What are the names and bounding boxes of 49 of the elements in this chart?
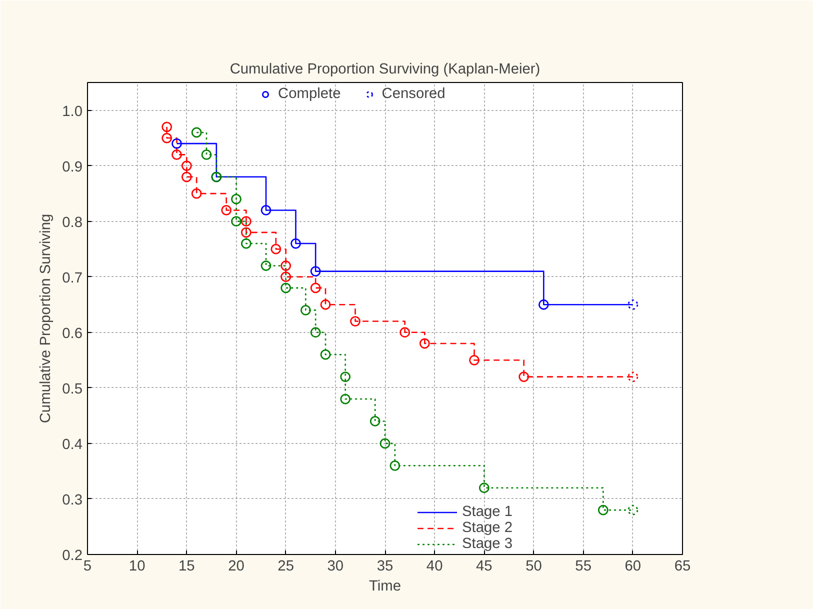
legend-label: Complete (278, 86, 341, 102)
chart-title: Cumulative Proportion Surviving (Kaplan-Meier) (230, 62, 540, 78)
y-tick-label: 0.9 (62, 159, 82, 176)
point (162, 122, 172, 132)
y-tick-label: 0.8 (62, 214, 82, 231)
legend-label: Censored (382, 86, 446, 102)
point (162, 132, 172, 144)
point (191, 188, 202, 199)
x-tick-label: 20 (228, 558, 244, 574)
point (280, 260, 292, 271)
y-tick-label: 0.2 (62, 548, 82, 564)
y-tick-label: 0.4 (62, 436, 82, 453)
x-tick-label: 60 (624, 558, 642, 574)
point (469, 354, 480, 366)
point (350, 316, 360, 326)
y-tick-label: 0.7 (62, 270, 82, 286)
point (240, 216, 252, 227)
point (320, 299, 331, 310)
point (270, 244, 282, 254)
legend-label: Stage 1 (462, 504, 513, 520)
x-tick-label: 15 (178, 558, 195, 574)
y-axis-title: Cumulative Proportion Surviving (38, 214, 54, 424)
x-tick-label: 45 (476, 558, 492, 574)
x-tick-label: 55 (575, 558, 592, 574)
point (172, 149, 182, 160)
point (240, 227, 252, 238)
x-tick-label: 40 (426, 558, 443, 574)
point (310, 282, 321, 294)
x-axis-title: Time (368, 578, 402, 594)
legend-label: Stage 3 (462, 536, 513, 552)
y-tick-label: 0.3 (62, 492, 82, 508)
y-tick-label: 1.0 (62, 104, 82, 120)
x-tick-label: 25 (278, 558, 294, 574)
point (181, 160, 192, 171)
point (518, 372, 530, 382)
x-tick-label: 5 (83, 558, 92, 574)
y-tick-label: 0.5 (62, 381, 82, 398)
legend-label: Stage 2 (462, 520, 513, 536)
x-tick-label: 35 (376, 558, 394, 574)
x-tick-label: 10 (128, 558, 146, 574)
point (419, 338, 430, 349)
point (221, 205, 232, 216)
x-tick-label: 65 (674, 558, 691, 574)
point (280, 272, 292, 282)
x-tick-label: 30 (327, 558, 344, 574)
point (400, 327, 410, 338)
y-tick-label: 0.6 (62, 326, 82, 342)
point (181, 172, 192, 182)
x-tick-label: 50 (526, 558, 542, 574)
